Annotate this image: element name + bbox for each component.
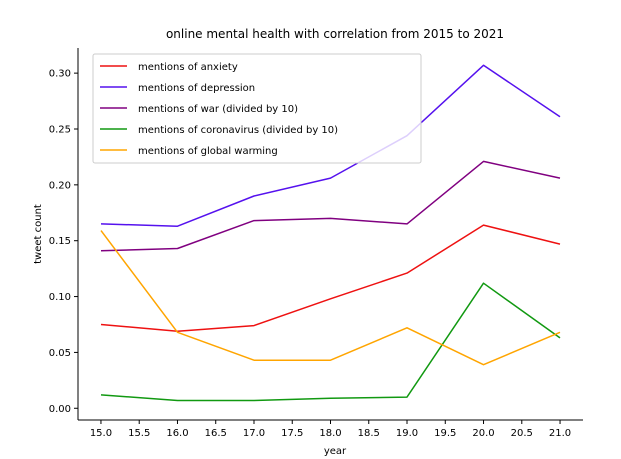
y-axis-label: tweet count <box>33 204 44 264</box>
chart-title: online mental health with correlation fr… <box>166 27 504 41</box>
x-tick-label: 16.5 <box>205 428 227 439</box>
legend-label-5: mentions of global warming <box>138 146 278 157</box>
y-tick-label: 0.20 <box>49 180 71 191</box>
y-tick-label: 0.10 <box>49 292 71 303</box>
legend-label-4: mentions of coronavirus (divided by 10) <box>138 125 338 136</box>
legend-label-3: mentions of war (divided by 10) <box>138 104 298 115</box>
x-tick-label: 18.0 <box>319 428 341 439</box>
legend-box <box>92 53 422 164</box>
x-tick-label: 17.0 <box>243 428 265 439</box>
x-axis-ticks: 15.0 15.5 16.0 16.5 17.0 17.5 18.0 18.5 19.0 19.5… <box>90 420 571 439</box>
x-tick-label: 18.5 <box>358 428 380 439</box>
legend-label-1: mentions of anxiety <box>138 62 238 73</box>
series-line-2 <box>100 64 561 227</box>
x-tick-label: 17.5 <box>281 428 303 439</box>
y-tick-label: 0.15 <box>49 236 71 247</box>
legend-label-2: mentions of depression <box>138 83 255 94</box>
x-tick-label: 19.5 <box>434 428 456 439</box>
y-tick-label: 0.25 <box>49 124 71 135</box>
series-line-4 <box>100 282 561 402</box>
x-tick-label: 20.5 <box>511 428 533 439</box>
series-line-1 <box>100 224 561 332</box>
x-tick-label: 16.0 <box>166 428 188 439</box>
x-axis-label: year <box>324 446 347 457</box>
y-tick-label: 0.00 <box>49 404 71 415</box>
y-axis-ticks: 0.00 0.05 0.10 0.15 0.20 0.25 0.30 <box>49 69 78 415</box>
x-tick-label: 15.0 <box>90 428 112 439</box>
x-tick-label: 15.5 <box>128 428 150 439</box>
series-group <box>100 64 561 402</box>
y-tick-label: 0.05 <box>49 348 71 359</box>
x-tick-label: 20.0 <box>472 428 494 439</box>
x-tick-label: 21.0 <box>549 428 571 439</box>
legend: mentions of anxiety mentions of depressio… <box>92 53 422 164</box>
x-tick-label: 19.0 <box>396 428 418 439</box>
series-line-3 <box>100 160 561 252</box>
series-line-5 <box>100 230 561 366</box>
y-tick-label: 0.30 <box>49 69 71 80</box>
